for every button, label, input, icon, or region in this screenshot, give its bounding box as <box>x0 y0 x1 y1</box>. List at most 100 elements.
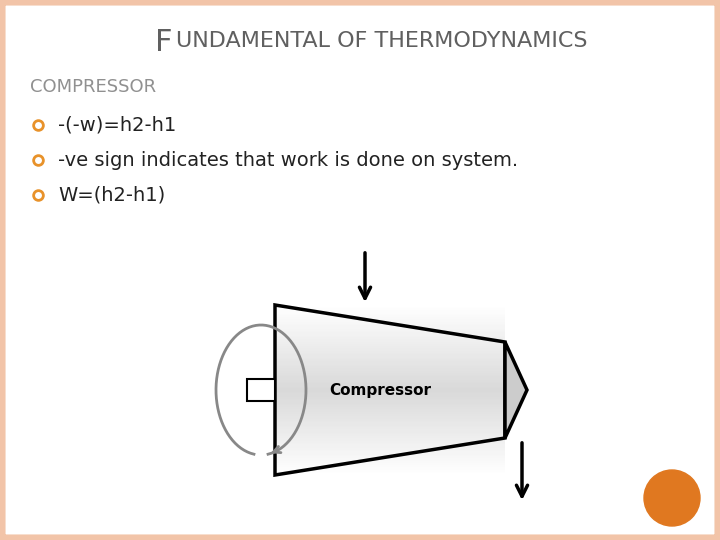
Polygon shape <box>275 341 505 342</box>
Polygon shape <box>275 409 505 410</box>
Polygon shape <box>275 375 505 376</box>
Polygon shape <box>275 378 505 380</box>
Text: W=(h2-h1): W=(h2-h1) <box>58 186 166 205</box>
Polygon shape <box>275 346 505 348</box>
Text: -(-w)=h2-h1: -(-w)=h2-h1 <box>58 116 176 134</box>
Polygon shape <box>275 354 505 356</box>
Polygon shape <box>275 441 505 443</box>
Circle shape <box>644 470 700 526</box>
Polygon shape <box>275 308 505 310</box>
Polygon shape <box>275 372 505 373</box>
Polygon shape <box>275 330 505 332</box>
Polygon shape <box>275 310 505 312</box>
Polygon shape <box>275 406 505 407</box>
Polygon shape <box>275 415 505 417</box>
Polygon shape <box>275 394 505 395</box>
Polygon shape <box>275 467 505 468</box>
Polygon shape <box>505 342 527 438</box>
Polygon shape <box>275 436 505 437</box>
Polygon shape <box>275 455 505 456</box>
Polygon shape <box>275 317 505 319</box>
Polygon shape <box>275 349 505 351</box>
Polygon shape <box>275 380 505 381</box>
Polygon shape <box>275 332 505 334</box>
Polygon shape <box>275 424 505 426</box>
Polygon shape <box>275 383 505 385</box>
Polygon shape <box>275 319 505 320</box>
Polygon shape <box>275 369 505 372</box>
Polygon shape <box>275 339 505 341</box>
Polygon shape <box>275 322 505 323</box>
Polygon shape <box>275 419 505 421</box>
Polygon shape <box>275 387 505 388</box>
Polygon shape <box>275 399 505 400</box>
Polygon shape <box>275 453 505 455</box>
Text: Compressor: Compressor <box>329 382 431 397</box>
Polygon shape <box>275 449 505 451</box>
Polygon shape <box>275 335 505 338</box>
Polygon shape <box>275 344 505 346</box>
Polygon shape <box>275 471 505 473</box>
Polygon shape <box>275 334 505 335</box>
Text: -ve sign indicates that work is done on system.: -ve sign indicates that work is done on … <box>58 151 518 170</box>
Polygon shape <box>275 426 505 427</box>
Polygon shape <box>275 434 505 436</box>
Text: F: F <box>155 28 173 57</box>
Polygon shape <box>275 390 505 392</box>
Polygon shape <box>275 342 505 344</box>
Polygon shape <box>275 392 505 394</box>
Polygon shape <box>275 312 505 314</box>
Polygon shape <box>275 448 505 449</box>
Polygon shape <box>275 410 505 412</box>
Polygon shape <box>275 385 505 387</box>
Polygon shape <box>275 326 505 327</box>
Polygon shape <box>275 402 505 403</box>
Polygon shape <box>275 458 505 460</box>
Polygon shape <box>275 473 505 475</box>
Polygon shape <box>275 421 505 422</box>
Polygon shape <box>275 417 505 419</box>
Polygon shape <box>275 437 505 440</box>
Polygon shape <box>275 348 505 349</box>
Polygon shape <box>275 463 505 465</box>
Polygon shape <box>275 357 505 360</box>
Polygon shape <box>275 388 505 390</box>
Polygon shape <box>275 412 505 414</box>
Polygon shape <box>275 373 505 375</box>
Polygon shape <box>275 431 505 433</box>
Polygon shape <box>275 327 505 329</box>
Polygon shape <box>275 470 505 471</box>
Polygon shape <box>275 460 505 461</box>
Polygon shape <box>275 465 505 467</box>
Polygon shape <box>275 356 505 357</box>
Polygon shape <box>275 329 505 330</box>
Polygon shape <box>275 451 505 453</box>
Text: UNDAMENTAL OF THERMODYNAMICS: UNDAMENTAL OF THERMODYNAMICS <box>176 31 588 51</box>
Polygon shape <box>275 400 505 402</box>
Polygon shape <box>275 461 505 463</box>
Polygon shape <box>275 397 505 399</box>
Polygon shape <box>275 314 505 315</box>
Polygon shape <box>275 440 505 441</box>
Polygon shape <box>275 395 505 397</box>
Polygon shape <box>275 361 505 363</box>
Polygon shape <box>275 363 505 364</box>
Polygon shape <box>275 320 505 322</box>
Polygon shape <box>275 353 505 354</box>
Polygon shape <box>275 338 505 339</box>
Polygon shape <box>275 368 505 369</box>
Polygon shape <box>275 376 505 378</box>
Polygon shape <box>275 364 505 366</box>
Polygon shape <box>275 422 505 424</box>
Polygon shape <box>275 360 505 361</box>
Polygon shape <box>275 414 505 415</box>
Polygon shape <box>275 351 505 353</box>
Bar <box>247 379 275 401</box>
Polygon shape <box>275 429 505 431</box>
Polygon shape <box>275 443 505 444</box>
Polygon shape <box>275 446 505 448</box>
Polygon shape <box>275 305 505 307</box>
Polygon shape <box>275 427 505 429</box>
Polygon shape <box>275 444 505 446</box>
Polygon shape <box>275 323 505 326</box>
